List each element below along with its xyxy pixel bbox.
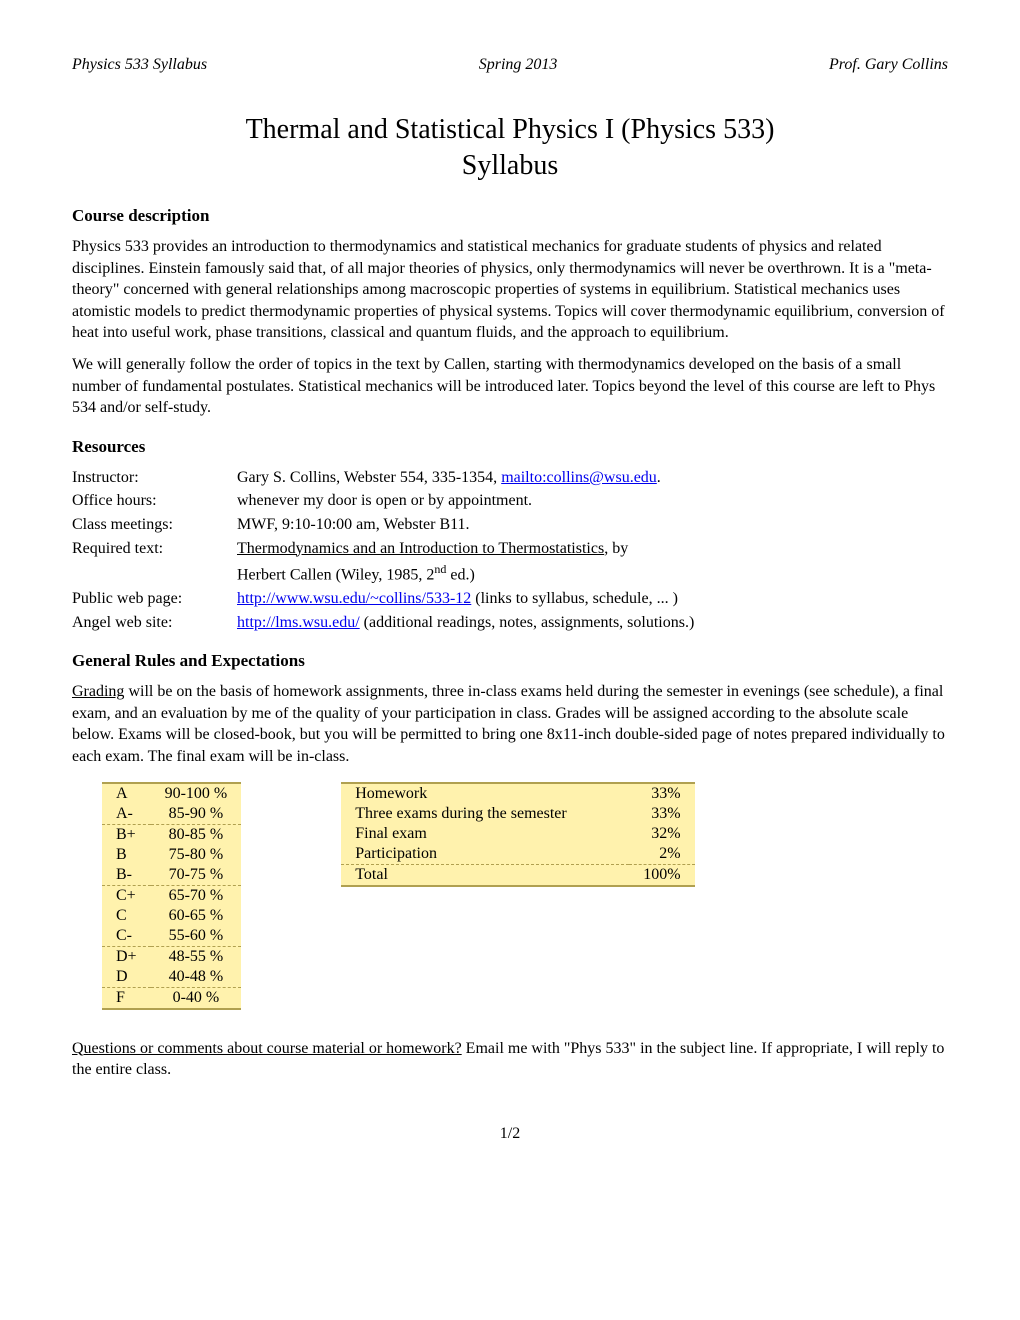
instructor-text: Gary S. Collins, Webster 554, 335-1354, — [237, 469, 501, 486]
instructor-label: Instructor: — [72, 467, 237, 489]
weight-label: Final exam — [341, 824, 629, 844]
grade-range: 70-75 % — [151, 865, 242, 886]
grade-range: 65-70 % — [151, 885, 242, 906]
class-meetings-value: MWF, 9:10-10:00 am, Webster B11. — [237, 514, 948, 536]
class-meetings-row: Class meetings: MWF, 9:10-10:00 am, Webs… — [72, 514, 948, 536]
grade-scale-table: A90-100 %A-85-90 %B+80-85 %B75-80 %B-70-… — [102, 782, 241, 1010]
grade-letter: A- — [102, 804, 151, 825]
required-text-value: Thermodynamics and an Introduction to Th… — [237, 538, 948, 560]
questions-underline: Questions or comments about course mater… — [72, 1040, 462, 1057]
grade-range: 75-80 % — [151, 845, 242, 865]
public-web-value: http://www.wsu.edu/~collins/533-12 (link… — [237, 588, 948, 610]
header-center: Spring 2013 — [479, 56, 558, 74]
weight-value: 100% — [629, 864, 694, 886]
grade-weight-table: Homework33%Three exams during the semest… — [341, 782, 694, 887]
author-prefix: Herbert Callen (Wiley, 1985, 2 — [237, 566, 434, 583]
grade-letter: B+ — [102, 824, 151, 845]
grade-range: 40-48 % — [151, 967, 242, 988]
weight-label: Total — [341, 864, 629, 886]
page-title: Thermal and Statistical Physics I (Physi… — [72, 114, 948, 146]
header-left: Physics 533 Syllabus — [72, 56, 207, 74]
grade-letter: B- — [102, 865, 151, 886]
grade-letter: C — [102, 906, 151, 926]
public-web-link[interactable]: http://www.wsu.edu/~collins/533-12 — [237, 590, 471, 607]
grade-letter: D — [102, 967, 151, 988]
angel-web-row: Angel web site: http://lms.wsu.edu/ (add… — [72, 612, 948, 634]
grading-underline: Grading — [72, 683, 124, 700]
required-text-label: Required text: — [72, 538, 237, 560]
weight-label: Three exams during the semester — [341, 804, 629, 824]
grade-range: 90-100 % — [151, 783, 242, 804]
weight-value: 2% — [629, 844, 694, 865]
page-subtitle: Syllabus — [72, 150, 948, 182]
grade-letter: A — [102, 783, 151, 804]
office-hours-value: whenever my door is open or by appointme… — [237, 490, 948, 512]
page-number: 1/2 — [72, 1125, 948, 1143]
angel-web-link[interactable]: http://lms.wsu.edu/ — [237, 614, 360, 631]
angel-web-label: Angel web site: — [72, 612, 237, 634]
questions-paragraph: Questions or comments about course mater… — [72, 1038, 948, 1081]
resources-heading: Resources — [72, 437, 948, 457]
rules-heading: General Rules and Expectations — [72, 651, 948, 671]
tables-row: A90-100 %A-85-90 %B+80-85 %B75-80 %B-70-… — [102, 782, 948, 1010]
spacer — [72, 561, 237, 586]
angel-suffix: (additional readings, notes, assignments… — [360, 614, 695, 631]
angel-web-value: http://lms.wsu.edu/ (additional readings… — [237, 612, 948, 634]
author-sup: nd — [434, 562, 446, 576]
class-meetings-label: Class meetings: — [72, 514, 237, 536]
instructor-email-link[interactable]: mailto:collins@wsu.edu — [501, 469, 657, 486]
grade-range: 48-55 % — [151, 946, 242, 967]
running-header: Physics 533 Syllabus Spring 2013 Prof. G… — [72, 56, 948, 74]
course-description-p2: We will generally follow the order of to… — [72, 354, 948, 419]
public-web-row: Public web page: http://www.wsu.edu/~col… — [72, 588, 948, 610]
textbook-title: Thermodynamics and an Introduction to Th… — [237, 540, 604, 557]
web-suffix: (links to syllabus, schedule, ... ) — [471, 590, 678, 607]
grade-letter: B — [102, 845, 151, 865]
required-text-row-2: Herbert Callen (Wiley, 1985, 2nd ed.) — [72, 561, 948, 586]
instructor-suffix: . — [657, 469, 661, 486]
instructor-row: Instructor: Gary S. Collins, Webster 554… — [72, 467, 948, 489]
weight-value: 33% — [629, 783, 694, 804]
weight-label: Participation — [341, 844, 629, 865]
grade-range: 55-60 % — [151, 926, 242, 947]
weight-value: 33% — [629, 804, 694, 824]
grade-range: 60-65 % — [151, 906, 242, 926]
textbook-author: Herbert Callen (Wiley, 1985, 2nd ed.) — [237, 561, 948, 586]
office-hours-label: Office hours: — [72, 490, 237, 512]
instructor-value: Gary S. Collins, Webster 554, 335-1354, … — [237, 467, 948, 489]
course-description-p1: Physics 533 provides an introduction to … — [72, 236, 948, 344]
header-right: Prof. Gary Collins — [829, 56, 948, 74]
grade-range: 85-90 % — [151, 804, 242, 825]
grading-paragraph: Grading will be on the basis of homework… — [72, 681, 948, 767]
weight-label: Homework — [341, 783, 629, 804]
textbook-by: , by — [604, 540, 628, 557]
grade-letter: F — [102, 987, 151, 1009]
grading-text: will be on the basis of homework assignm… — [72, 683, 945, 765]
weight-value: 32% — [629, 824, 694, 844]
course-description-heading: Course description — [72, 206, 948, 226]
grade-letter: C- — [102, 926, 151, 947]
public-web-label: Public web page: — [72, 588, 237, 610]
required-text-row: Required text: Thermodynamics and an Int… — [72, 538, 948, 560]
author-suffix: ed.) — [446, 566, 474, 583]
grade-letter: D+ — [102, 946, 151, 967]
grade-range: 0-40 % — [151, 987, 242, 1009]
office-hours-row: Office hours: whenever my door is open o… — [72, 490, 948, 512]
grade-letter: C+ — [102, 885, 151, 906]
grade-range: 80-85 % — [151, 824, 242, 845]
